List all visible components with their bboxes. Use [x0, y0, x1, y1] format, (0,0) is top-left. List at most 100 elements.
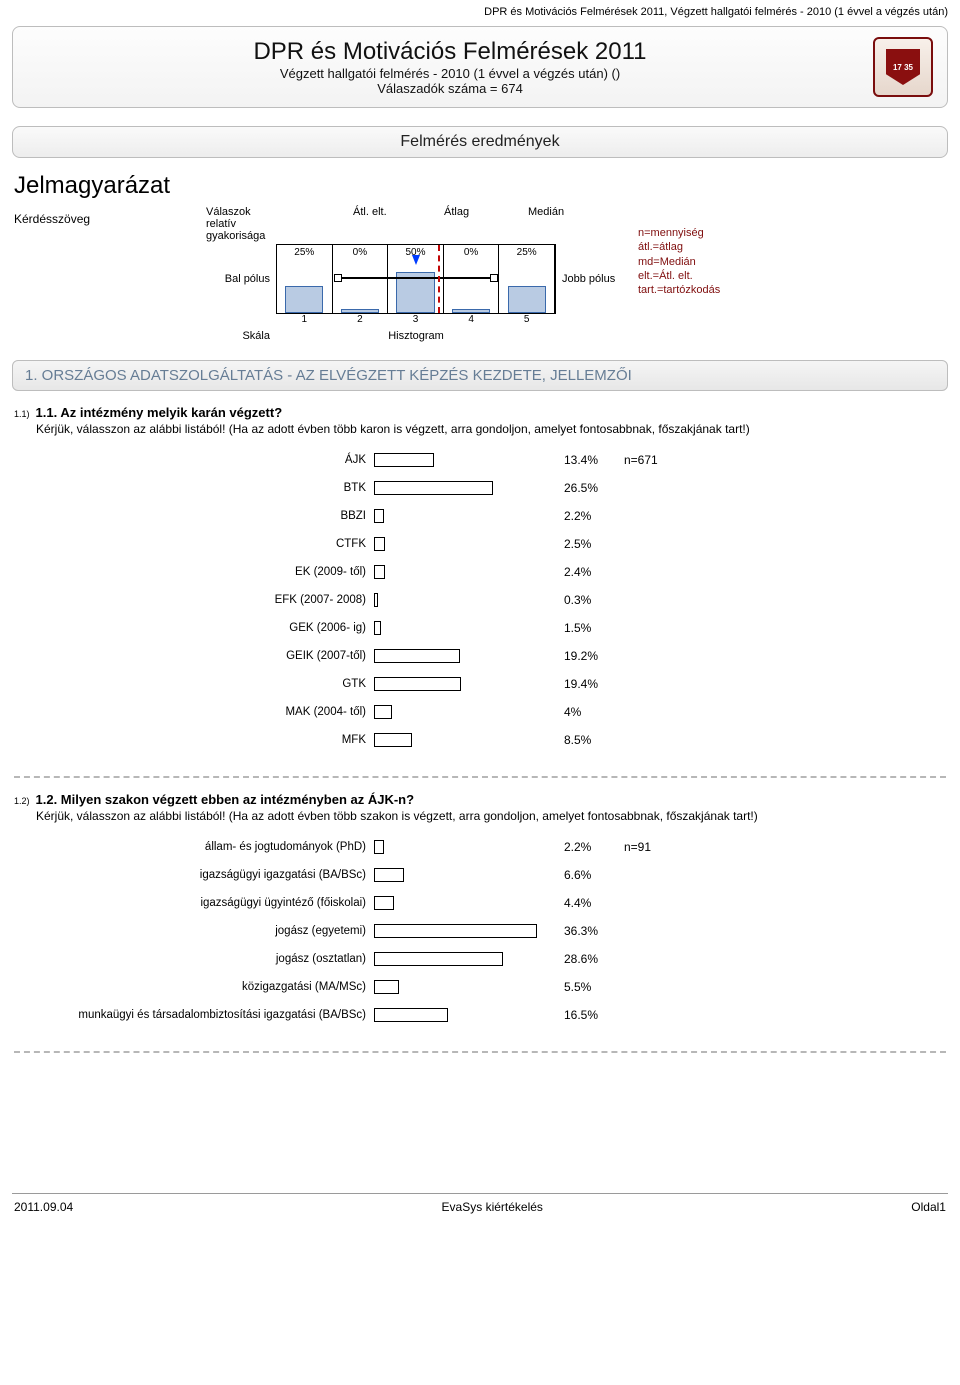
question-1-block: 1.1) 1.1. Az intézmény melyik karán végz… [0, 405, 960, 762]
section-1-header: 1. ORSZÁGOS ADATSZOLGÁLTATÁS - AZ ELVÉGZ… [12, 360, 948, 391]
bar-pct-value: 1.5% [544, 621, 624, 635]
bar-label: munkaügyi és társadalombiztosítási igazg… [14, 1009, 374, 1021]
q1-title: 1.1. Az intézmény melyik karán végzett? [36, 405, 283, 420]
institution-logo: 17 35 [873, 37, 933, 97]
bar-cell [374, 1008, 544, 1023]
hist-bar [341, 309, 379, 313]
legend-right-pole: Jobb pólus [562, 273, 626, 285]
bar-pct-value: 28.6% [544, 952, 624, 966]
bar-row: közigazgatási (MA/MSc) 5.5% [14, 973, 946, 1001]
separator [14, 776, 946, 778]
bar-outline [374, 733, 412, 747]
hist-axis-num: 1 [277, 314, 332, 325]
bar-outline [374, 705, 392, 719]
bar-cell [374, 509, 544, 524]
bar-pct-value: 19.2% [544, 649, 624, 663]
bar-pct-value: 0.3% [544, 593, 624, 607]
bar-outline [374, 565, 385, 579]
bar-pct-value: 16.5% [544, 1008, 624, 1022]
bar-cell [374, 677, 544, 692]
bar-label: EK (2009- től) [14, 566, 374, 578]
bar-cell [374, 565, 544, 580]
bar-pct-value: 8.5% [544, 733, 624, 747]
bar-outline [374, 453, 434, 467]
bar-pct-value: 5.5% [544, 980, 624, 994]
bar-cell [374, 924, 544, 939]
bar-label: közigazgatási (MA/MSc) [14, 981, 374, 993]
page-footer: 2011.09.04 EvaSys kiértékelés Oldal1 [12, 1193, 948, 1226]
bar-cell [374, 453, 544, 468]
bar-row: MFK 8.5% [14, 726, 946, 754]
hist-pct-label: 25% [277, 247, 332, 258]
bar-outline [374, 1008, 448, 1022]
title-card: DPR és Motivációs Felmérések 2011 Végzet… [12, 26, 948, 108]
bar-pct-value: 4.4% [544, 896, 624, 910]
bar-label: GEIK (2007-től) [14, 650, 374, 662]
shield-icon: 17 35 [886, 49, 920, 85]
bar-cell [374, 593, 544, 608]
legend-stddev-label: Átl. elt. [353, 206, 387, 218]
bar-outline [374, 649, 460, 663]
bar-label: jogász (egyetemi) [14, 925, 374, 937]
footer-date: 2011.09.04 [14, 1200, 73, 1214]
ci-line [338, 277, 494, 279]
footer-page: Oldal1 [911, 1200, 946, 1214]
bar-row: GEK (2006- ig) 1.5% [14, 614, 946, 642]
bar-row: állam- és jogtudományok (PhD)2.2%n=91 [14, 833, 946, 861]
bar-outline [374, 509, 384, 523]
bar-n-label: n=671 [624, 453, 946, 467]
bar-pct-value: 2.2% [544, 509, 624, 523]
bar-label: ÁJK [14, 454, 374, 466]
hist-axis-num: 3 [388, 314, 443, 325]
bar-row: GTK19.4% [14, 670, 946, 698]
bar-cell [374, 621, 544, 636]
legend-question-label: Kérdésszöveg [14, 212, 194, 226]
bar-label: CTFK [14, 538, 374, 550]
legend-median-label: Medián [528, 206, 564, 218]
hist-bar [452, 309, 490, 313]
bar-outline [374, 621, 381, 635]
legend-glossary: n=mennyiségátl.=átlagmd=Mediánelt.=Átl. … [638, 206, 778, 297]
bar-cell [374, 733, 544, 748]
bar-row: ÁJK13.4%n=671 [14, 446, 946, 474]
bar-label: jogász (osztatlan) [14, 953, 374, 965]
glossary-item: md=Medián [638, 255, 778, 269]
bar-cell [374, 649, 544, 664]
hist-axis-num: 5 [499, 314, 554, 325]
hist-axis-num: 4 [444, 314, 499, 325]
q2-number: 1.2) [14, 796, 30, 806]
bar-pct-value: 26.5% [544, 481, 624, 495]
bar-label: GEK (2006- ig) [14, 622, 374, 634]
legend-title: Jelmagyarázat [14, 172, 946, 200]
bar-pct-value: 2.5% [544, 537, 624, 551]
bar-row: BBZI2.2% [14, 502, 946, 530]
bar-cell [374, 840, 544, 855]
bar-label: BTK [14, 482, 374, 494]
bar-outline [374, 924, 537, 938]
legend-freq-label: Válaszok relatív gyakorisága [206, 206, 276, 242]
bar-row: GEIK (2007-től) 19.2% [14, 642, 946, 670]
bar-cell [374, 705, 544, 720]
bar-cell [374, 481, 544, 496]
bar-label: MFK [14, 734, 374, 746]
bar-row: BTK 26.5% [14, 474, 946, 502]
glossary-item: elt.=Átl. elt. [638, 269, 778, 283]
q2-title: 1.2. Milyen szakon végzett ebben az inté… [36, 792, 415, 807]
bar-cell [374, 537, 544, 552]
bar-pct-value: 2.2% [544, 840, 624, 854]
bar-outline [374, 952, 503, 966]
bar-outline [374, 481, 493, 495]
page-subtitle-2: Válaszadók száma = 674 [27, 81, 873, 96]
bar-cell [374, 952, 544, 967]
bar-label: állam- és jogtudományok (PhD) [14, 841, 374, 853]
bar-row: EK (2009- től)2.4% [14, 558, 946, 586]
bar-outline [374, 677, 461, 691]
results-section-bar: Felmérés eredmények [12, 126, 948, 158]
bar-row: MAK (2004- től)4% [14, 698, 946, 726]
hist-pct-label: 0% [444, 247, 499, 258]
hist-pct-label: 25% [499, 247, 554, 258]
bar-outline [374, 537, 385, 551]
bar-row: jogász (egyetemi)36.3% [14, 917, 946, 945]
header-strip: DPR és Motivációs Felmérések 2011, Végze… [0, 0, 960, 20]
glossary-item: n=mennyiség [638, 226, 778, 240]
